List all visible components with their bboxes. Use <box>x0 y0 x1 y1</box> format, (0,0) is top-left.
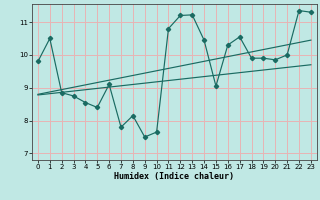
X-axis label: Humidex (Indice chaleur): Humidex (Indice chaleur) <box>115 172 234 181</box>
